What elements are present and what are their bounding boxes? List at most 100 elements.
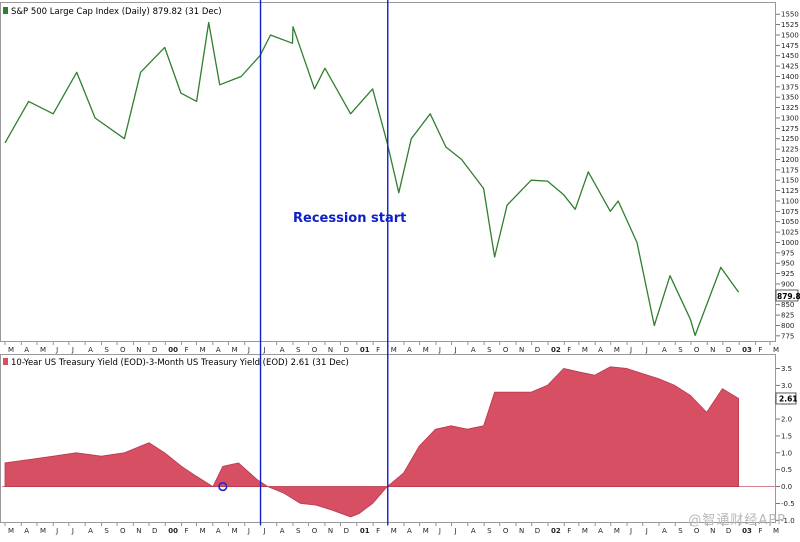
spread-x-tick-label: O <box>120 527 126 535</box>
spread-chart-title: 10-Year US Treasury Yield (EOD)-3-Month … <box>11 358 349 368</box>
price-y-tick-label: 1100 <box>781 197 799 205</box>
price-x-tick-label: M <box>614 346 620 354</box>
spread-x-tick-label: M <box>391 527 397 535</box>
price-x-tick-label: F <box>184 346 188 354</box>
spread-x-tick-label: S <box>678 527 683 535</box>
price-legend-swatch <box>3 7 8 14</box>
spread-x-tick-label: D <box>152 527 157 535</box>
price-x-tick-label: M <box>232 346 238 354</box>
price-x-tick-label: J <box>438 346 441 354</box>
spread-x-tick-label: S <box>487 527 492 535</box>
watermark: @智通财经APP <box>688 513 786 528</box>
spread-x-tick-label: J <box>263 527 266 535</box>
spread-x-tick-label: M <box>8 527 14 535</box>
spread-last-badge: 2.61 <box>779 394 798 403</box>
spread-y-tick-label: 3.5 <box>781 365 792 373</box>
spread-y-axis: -1.0-0.50.00.51.01.52.02.53.03.5 <box>776 365 795 525</box>
price-x-tick-label: M <box>582 346 588 354</box>
spread-x-tick-label: A <box>598 527 603 535</box>
price-x-tick-label: J <box>645 346 648 354</box>
price-y-axis: 7758008258508759009259509751000102510501… <box>776 11 799 340</box>
price-x-tick-label: F <box>758 346 762 354</box>
spread-x-tick-label: M <box>40 527 46 535</box>
price-y-tick-label: 1525 <box>781 21 799 29</box>
spread-x-tick-label: N <box>328 527 333 535</box>
spread-area <box>4 366 739 518</box>
spread-x-tick-label: D <box>726 527 731 535</box>
spread-x-tick-label: M <box>614 527 620 535</box>
price-x-tick-label: J <box>247 346 250 354</box>
spread-x-tick-label: J <box>629 527 632 535</box>
price-y-tick-label: 1150 <box>781 177 799 185</box>
spread-x-tick-label: M <box>773 527 779 535</box>
price-x-tick-label: J <box>71 346 74 354</box>
price-x-tick-label: J <box>629 346 632 354</box>
spread-x-tick-label: A <box>662 527 667 535</box>
spread-y-tick-label: 1.0 <box>781 449 792 457</box>
price-y-tick-label: 1250 <box>781 135 799 143</box>
spread-x-tick-label: F <box>184 527 188 535</box>
price-chart-title: S&P 500 Large Cap Index (Daily) 879.82 (… <box>11 7 222 17</box>
price-x-tick-label: D <box>535 346 540 354</box>
spread-y-tick-label: 3.0 <box>781 382 792 390</box>
spread-x-tick-label: 00 <box>168 527 178 535</box>
spread-x-tick-label: 02 <box>551 527 561 535</box>
spread-x-tick-label: O <box>312 527 318 535</box>
spread-x-tick-label: S <box>104 527 109 535</box>
price-y-tick-label: 925 <box>781 270 794 278</box>
price-y-tick-label: 1275 <box>781 125 799 133</box>
spread-last-badge-box <box>775 392 797 405</box>
spread-x-tick-label: N <box>710 527 715 535</box>
price-x-tick-label: J <box>454 346 457 354</box>
price-x-tick-label: O <box>120 346 126 354</box>
price-x-tick-label: A <box>407 346 412 354</box>
price-series <box>4 21 740 337</box>
price-x-tick-label: N <box>136 346 141 354</box>
price-x-tick-label: A <box>471 346 476 354</box>
price-line <box>4 21 740 337</box>
price-x-tick-label: A <box>88 346 93 354</box>
spread-x-tick-label: F <box>376 527 380 535</box>
price-x-axis: M A M J J A S O N D 00 F M A M J J A S O N D 01 F M A M J J A S O N D 02 F M… <box>4 342 779 354</box>
price-x-tick-label: S <box>487 346 492 354</box>
spread-x-tick-label: O <box>694 527 700 535</box>
price-x-tick-label: S <box>104 346 109 354</box>
price-x-tick-label: O <box>694 346 700 354</box>
spread-x-tick-label: M <box>232 527 238 535</box>
price-x-tick-label: N <box>710 346 715 354</box>
recession-label: Recession start <box>293 211 406 226</box>
price-y-tick-label: 1425 <box>781 63 799 71</box>
price-x-tick-label: A <box>598 346 603 354</box>
recession-lines <box>259 0 389 525</box>
price-last-badge: 879.82 <box>777 292 800 301</box>
price-x-tick-label: 02 <box>551 346 561 354</box>
price-y-tick-label: 1175 <box>781 166 799 174</box>
price-y-tick-label: 975 <box>781 249 794 257</box>
spread-x-tick-label: N <box>136 527 141 535</box>
price-y-tick-label: 1075 <box>781 208 799 216</box>
spread-x-tick-label: J <box>438 527 441 535</box>
spread-x-tick-label: S <box>296 527 301 535</box>
price-x-tick-label: O <box>312 346 318 354</box>
price-x-tick-label: A <box>24 346 29 354</box>
spread-x-tick-label: J <box>71 527 74 535</box>
spread-x-tick-label: M <box>582 527 588 535</box>
price-y-tick-label: 1550 <box>781 11 799 19</box>
spread-x-tick-label: J <box>247 527 250 535</box>
price-x-tick-label: D <box>344 346 349 354</box>
price-y-tick-label: 1450 <box>781 52 799 60</box>
price-x-tick-label: F <box>567 346 571 354</box>
price-y-tick-label: 1300 <box>781 114 799 122</box>
price-x-tick-label: D <box>726 346 731 354</box>
price-x-tick-label: M <box>200 346 206 354</box>
price-x-tick-label: D <box>152 346 157 354</box>
price-y-tick-label: 1050 <box>781 218 799 226</box>
price-y-tick-label: 900 <box>781 280 794 288</box>
price-y-tick-label: 1125 <box>781 187 799 195</box>
price-x-tick-label: 01 <box>360 346 370 354</box>
spread-x-tick-label: A <box>216 527 221 535</box>
price-x-tick-label: S <box>678 346 683 354</box>
price-x-tick-label: O <box>503 346 509 354</box>
price-y-tick-label: 775 <box>781 332 794 340</box>
